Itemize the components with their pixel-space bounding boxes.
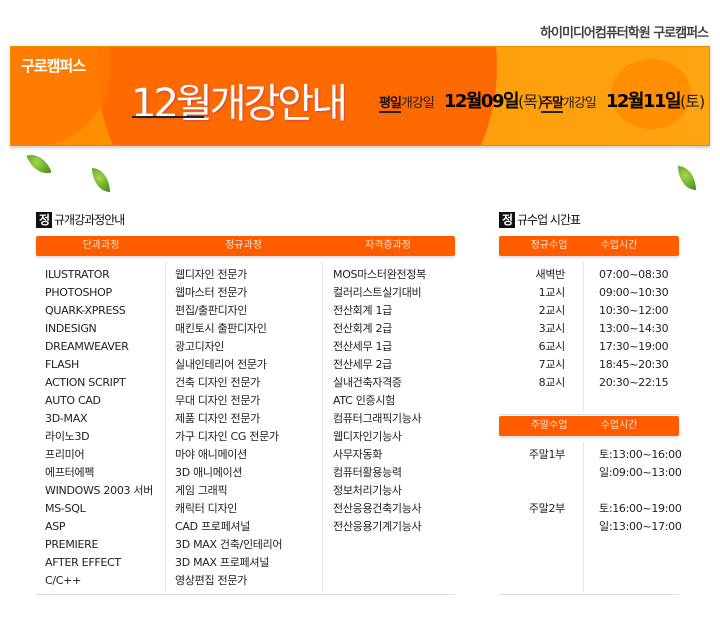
weekend-time: 일:09:00~13:00: [599, 466, 682, 479]
course-item: 프리미어: [45, 448, 85, 461]
course-item: 편집/출판디자인: [175, 304, 248, 317]
course-item: 3D MAX 프로페셔널: [175, 556, 270, 569]
banner-title: 12월개강안내: [131, 81, 348, 127]
course-item: QUARK-XPRESS: [45, 304, 126, 317]
course-item: C/C++: [45, 574, 82, 587]
regular-time-list: 07:00~08:30 09:00~10:30 10:30~12:00 13:00~1…: [599, 266, 669, 392]
course-item: 캐릭터 디자인: [175, 502, 238, 515]
single-courses-list: ILUSTRATOR PHOTOSHOP QUARK-XPRESS INDESIGN D…: [45, 266, 153, 590]
weekend-opening: 주말개강일 12월11일(토): [541, 91, 705, 113]
course-item: 웹마스터 전문가: [175, 286, 247, 299]
class-time: 07:00~08:30: [599, 268, 669, 281]
academy-name: 하이미디어컴퓨터학원 구로캠퍼스: [540, 26, 709, 41]
course-item: 전산응용기계기능사: [333, 520, 422, 533]
weekend-time-list: 토:13:00~16:00 일:09:00~13:00 토:16:00~19:00 일…: [599, 446, 682, 554]
course-item: 실내인테리어 전문가: [175, 358, 267, 371]
leaf-icon: [92, 168, 110, 192]
course-item: 전산회계 2급: [333, 322, 392, 335]
course-item: 전산세무 1급: [333, 340, 392, 353]
courses-header: 단과과정 정규과정 자격증과정: [36, 236, 455, 256]
course-item: 웹디자인기능사: [333, 430, 402, 443]
weekend-session: 주말2부: [528, 502, 565, 515]
course-item: 영상편집 전문가: [175, 574, 247, 587]
course-item: 3D 애니메이션: [175, 466, 243, 479]
course-item: 사무자동화: [333, 448, 383, 461]
course-item: 전산세무 2급: [333, 358, 392, 371]
class-period: 7교시: [538, 358, 566, 371]
course-item: 컴퓨터활용능력: [333, 466, 402, 479]
class-time: 20:30~22:15: [599, 376, 669, 389]
course-item: AFTER EFFECT: [45, 556, 121, 569]
course-item: ACTION SCRIPT: [45, 376, 126, 389]
course-item: MOS마스터완전정복: [333, 268, 426, 281]
class-time: 17:30~19:00: [599, 340, 669, 353]
course-item: PHOTOSHOP: [45, 286, 112, 299]
weekend-schedule-header: 주말수업 수업시간: [499, 416, 679, 436]
campus-label: 구로캠퍼스: [21, 57, 86, 75]
course-item: 전산응용건축기능사: [333, 502, 422, 515]
weekday-opening: 평일개강일 12월09일(목): [379, 91, 543, 113]
course-item: 무대 디자인 전문가: [175, 394, 260, 407]
class-period: 2교시: [538, 304, 566, 317]
regular-period-list: 새벽반 1교시 2교시 3교시 6교시 7교시 8교시: [505, 266, 566, 392]
class-time: 18:45~20:30: [599, 358, 669, 371]
course-item: ASP: [45, 520, 66, 533]
course-item: INDESIGN: [45, 322, 97, 335]
course-item: 광고디자인: [175, 340, 225, 353]
course-item: 제품 디자인 전문가: [175, 412, 260, 425]
leaf-icon: [26, 149, 52, 179]
course-item: FLASH: [45, 358, 79, 371]
course-item: ILUSTRATOR: [45, 268, 110, 281]
weekend-time: 토:13:00~16:00: [599, 448, 682, 461]
courses-title: 정 규개강과정안내: [36, 211, 125, 228]
course-item: 가구 디자인 CG 전문가: [175, 430, 279, 443]
course-item: 정보처리기능사: [333, 484, 402, 497]
course-item: 3D-MAX: [45, 412, 88, 425]
course-item: 컬러리스트실기대비: [333, 286, 422, 299]
course-item: 3D MAX 건축/인테리어: [175, 538, 283, 551]
course-item: 라이노3D: [45, 430, 90, 443]
opening-banner: 구로캠퍼스 12월개강안내 평일개강일 12월09일(목) 주말개강일 12월11일…: [10, 46, 710, 146]
course-item: 마야 애니메이션: [175, 448, 247, 461]
course-item: 게임 그래픽: [175, 484, 228, 497]
class-period: 6교시: [538, 340, 566, 353]
course-item: AUTO CAD: [45, 394, 101, 407]
course-item: WINDOWS 2003 서버: [45, 484, 154, 497]
class-time: 09:00~10:30: [599, 286, 669, 299]
class-period: 8교시: [538, 376, 566, 389]
weekend-session: 주말1부: [528, 448, 565, 461]
course-item: 실내건축자격증: [333, 376, 402, 389]
regular-schedule-header: 정규수업 수업시간: [499, 236, 679, 256]
course-item: ATC 인증시험: [333, 394, 396, 407]
class-period: 3교시: [538, 322, 566, 335]
course-item: 웹디자인 전문가: [175, 268, 247, 281]
course-item: 매킨토시 출판디자인: [175, 322, 267, 335]
class-period: 새벽반: [535, 268, 566, 281]
course-item: 에프터에펙: [45, 466, 95, 479]
course-item: PREMIERE: [45, 538, 99, 551]
leaf-icon: [678, 166, 696, 190]
class-time: 13:00~14:30: [599, 322, 669, 335]
class-period: 1교시: [538, 286, 566, 299]
schedule-title: 정 규수업 시간표: [499, 211, 581, 228]
weekend-time: 일:13:00~17:00: [599, 520, 682, 533]
course-item: CAD 프로페셔널: [175, 520, 251, 533]
weekend-time: 토:16:00~19:00: [599, 502, 682, 515]
course-item: MS-SQL: [45, 502, 86, 515]
course-item: 전산회계 1급: [333, 304, 392, 317]
course-item: DREAMWEAVER: [45, 340, 129, 353]
class-time: 10:30~12:00: [599, 304, 669, 317]
course-item: 컴퓨터그래픽기능사: [333, 412, 422, 425]
course-item: 건축 디자인 전문가: [175, 376, 260, 389]
